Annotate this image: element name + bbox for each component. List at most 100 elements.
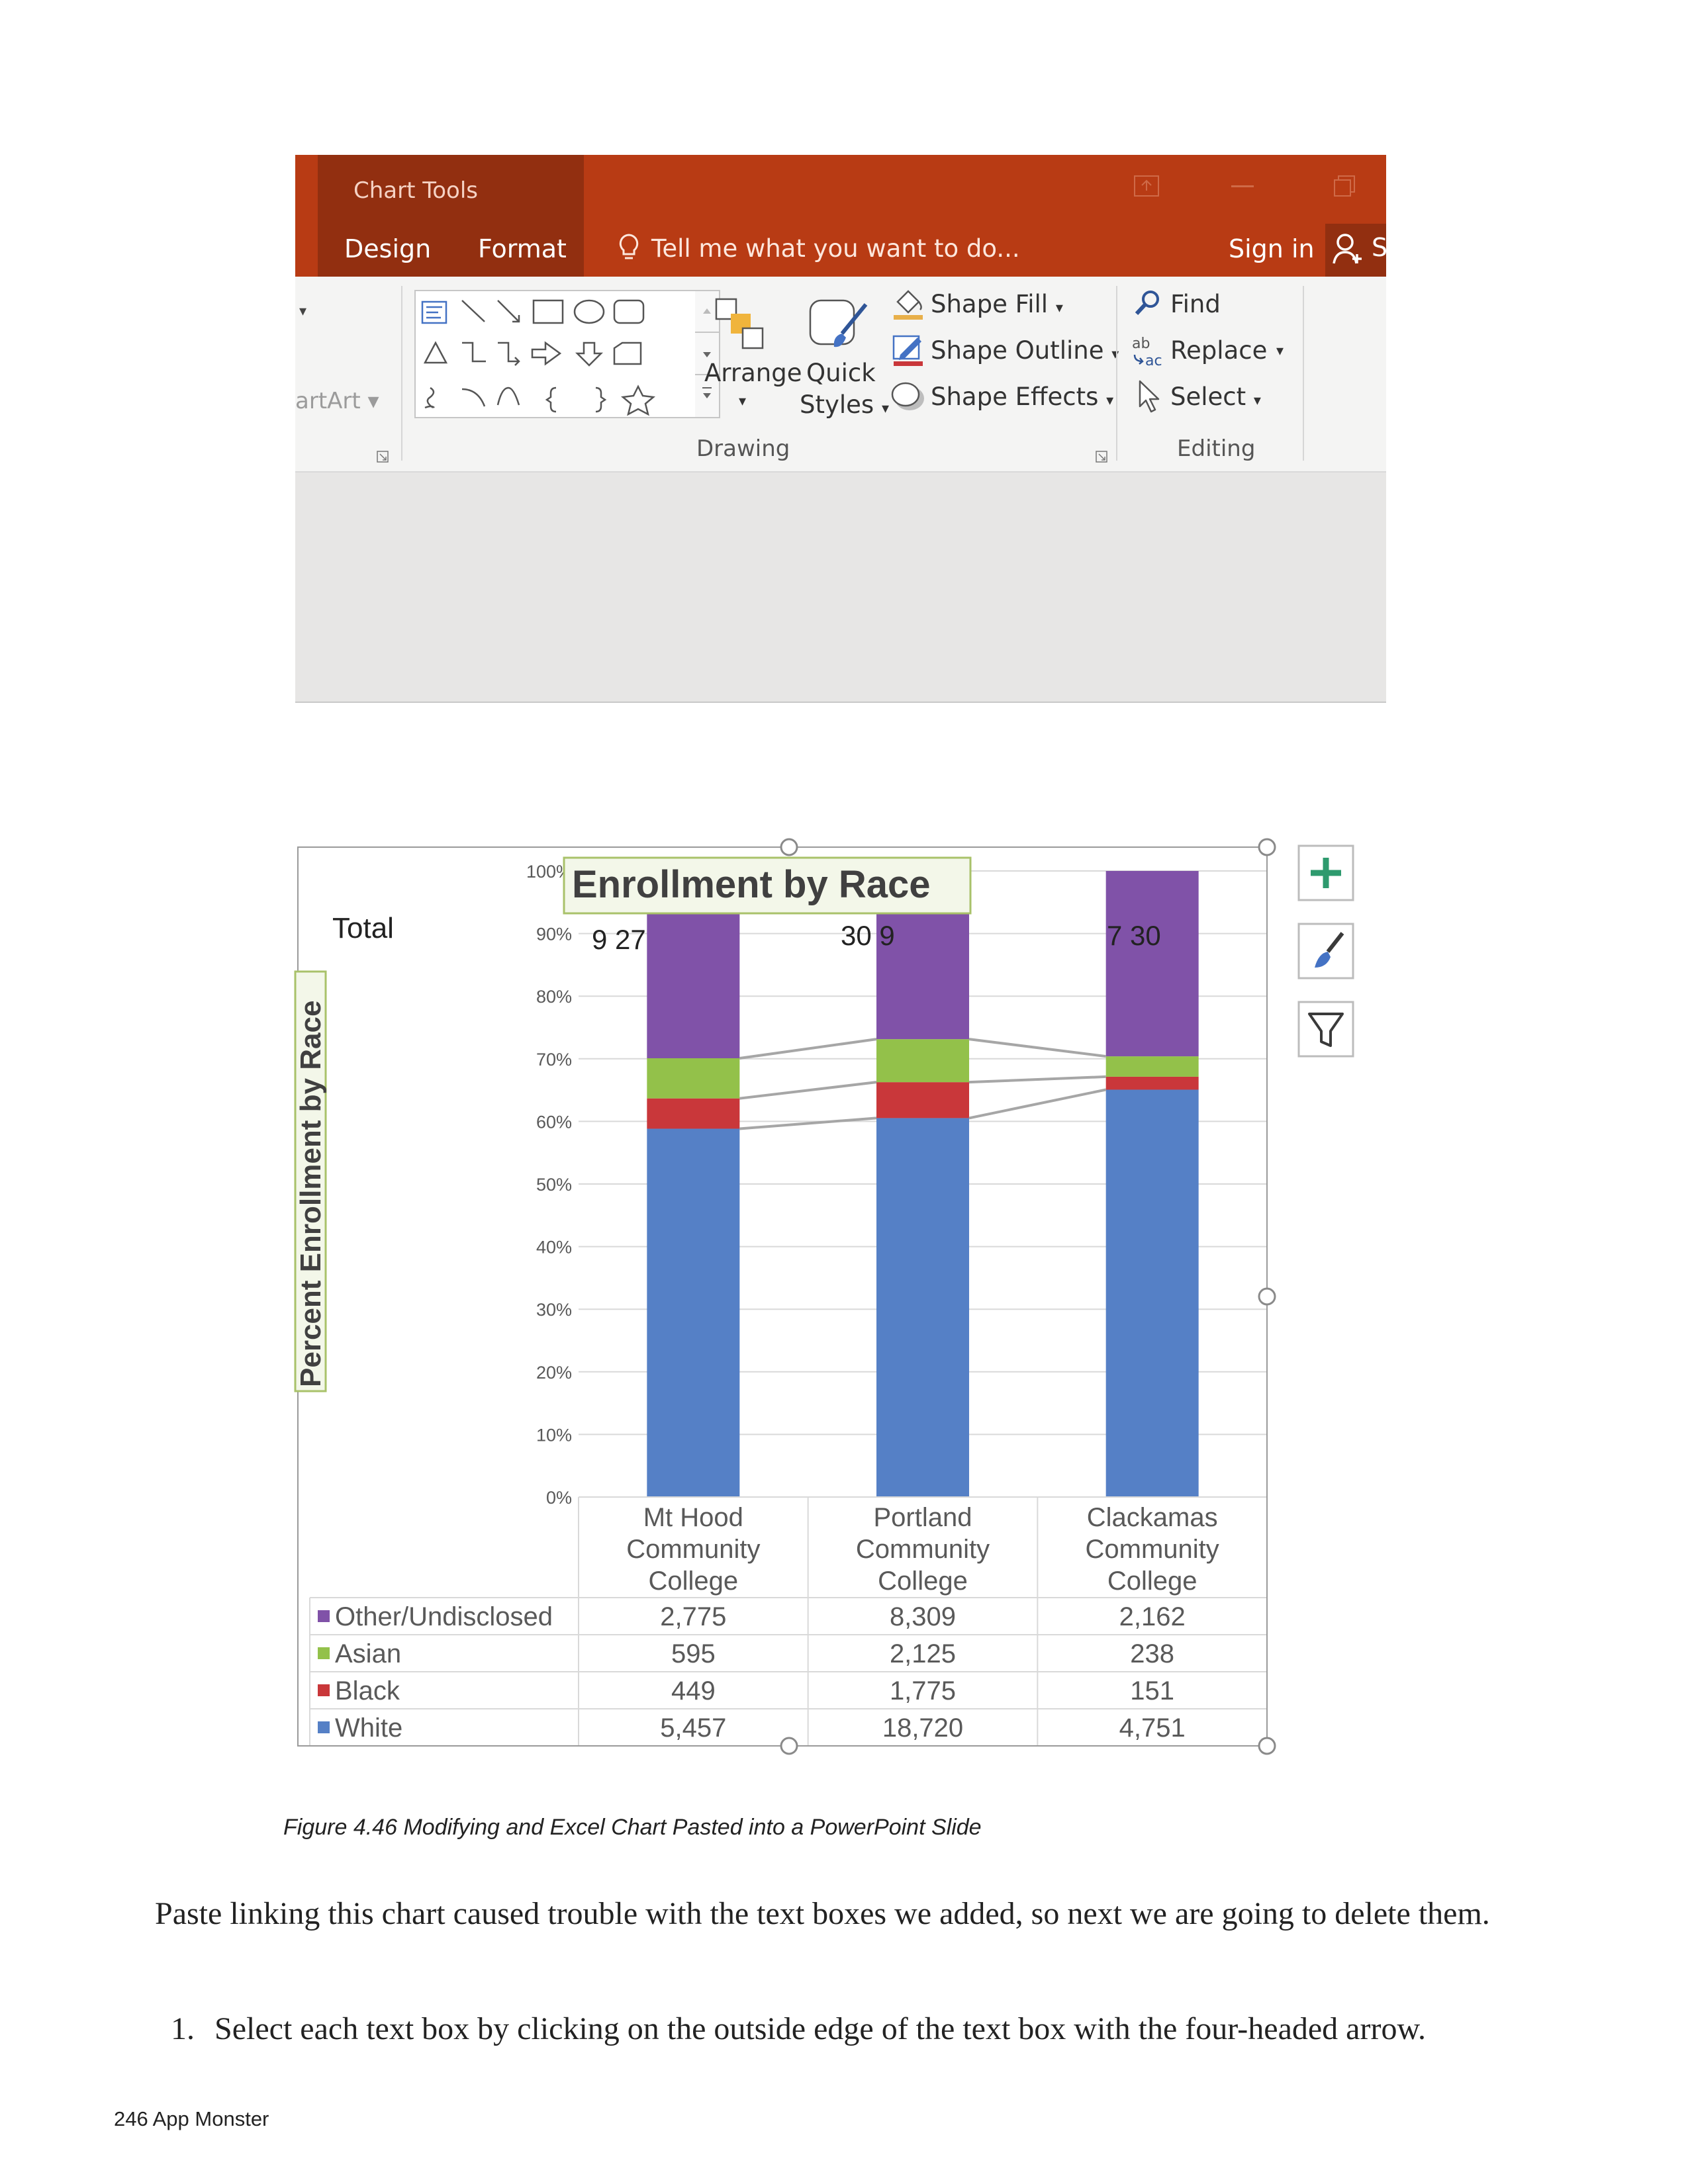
svg-text:ac: ac	[1145, 353, 1162, 368]
quick-styles-button-line2[interactable]: Styles ▾	[800, 390, 890, 419]
chart-title-box[interactable]	[563, 856, 972, 915]
series-line	[739, 1038, 877, 1060]
legend-key	[318, 1610, 330, 1622]
funnel-icon	[1308, 1013, 1344, 1047]
plus-icon	[1311, 858, 1341, 888]
drawing-group-label: Drawing	[696, 435, 790, 462]
step-text: Select each text box by clicking on the …	[214, 2011, 1426, 2046]
select-button[interactable]: Select ▾	[1170, 383, 1261, 411]
data-table-value: 238	[1130, 1639, 1174, 1668]
paint-bucket-icon[interactable]	[891, 287, 925, 320]
pencil-outline-icon[interactable]	[891, 334, 925, 367]
bar-segment	[876, 1118, 969, 1497]
lightbulb-icon	[619, 234, 639, 259]
series-line	[739, 1116, 877, 1130]
data-table-value: 449	[671, 1676, 716, 1706]
quick-styles-icon[interactable]	[808, 296, 870, 356]
chart-tools-label: Chart Tools	[353, 177, 478, 204]
shape-effects-button[interactable]: Shape Effects ▾	[931, 383, 1114, 411]
bar-segment	[876, 1082, 969, 1118]
series-lines	[739, 1038, 1107, 1130]
category-label: Community	[1086, 1535, 1219, 1564]
paintbrush-icon	[1326, 932, 1344, 953]
data-table-value: 2,125	[890, 1639, 956, 1668]
y-tick-label: 80%	[536, 987, 572, 1007]
magnifier-icon[interactable]	[1133, 289, 1162, 318]
legend-key	[318, 1647, 330, 1659]
shapes-gallery[interactable]	[414, 290, 698, 418]
y-axis-title-box[interactable]	[294, 970, 327, 1392]
resize-handle	[1258, 838, 1276, 856]
data-table-value: 1,775	[890, 1676, 956, 1706]
y-tick-label: 10%	[536, 1425, 572, 1445]
y-tick-label: 70%	[536, 1050, 572, 1069]
chevron-down-icon[interactable]: ▾	[299, 303, 307, 320]
shape-fill-button[interactable]: Shape Fill ▾	[931, 290, 1063, 318]
series-line	[739, 1081, 877, 1100]
chevron-down-icon[interactable]: ▾	[739, 393, 747, 410]
share-button[interactable]	[1325, 224, 1386, 277]
replace-button[interactable]: Replace	[1170, 336, 1268, 365]
y-tick-label: 50%	[536, 1175, 572, 1195]
shape-outline-button[interactable]: Shape Outline ▾	[931, 336, 1119, 365]
arrange-button[interactable]: Arrange	[704, 359, 802, 387]
tab-format[interactable]: Format	[478, 234, 567, 263]
category-label: Community	[626, 1535, 760, 1564]
chart-styles-button[interactable]	[1297, 923, 1354, 979]
chart-tools-context-band	[318, 155, 584, 277]
editing-group-label: Editing	[1177, 435, 1256, 462]
bar-segment	[1105, 1076, 1199, 1090]
chevron-down-icon[interactable]: ▾	[1276, 343, 1284, 359]
bar-segment	[647, 1098, 740, 1129]
y-tick-label: 90%	[536, 925, 572, 944]
y-tick-label: 30%	[536, 1300, 572, 1320]
ribbon-display-options-icon[interactable]	[1133, 175, 1160, 197]
y-axis-title[interactable]: Percent Enrollment by Race	[295, 1001, 327, 1387]
total-label: Total	[332, 912, 394, 944]
ribbon-body: ▾ artArt ▾	[295, 277, 1386, 473]
bar-segment	[1105, 871, 1199, 1057]
chart-filters-button[interactable]	[1297, 1001, 1354, 1058]
minimize-icon[interactable]	[1231, 185, 1254, 187]
tell-me-search[interactable]: Tell me what you want to do...	[651, 234, 1020, 263]
data-table: Mt Hood Community College Portland Community…	[309, 1496, 1268, 1747]
replace-icon[interactable]: ab ac	[1131, 335, 1169, 368]
data-table-value: 18,720	[882, 1713, 963, 1743]
sign-in-link[interactable]: Sign in	[1229, 234, 1315, 263]
wordart-styles-group-label: artArt ▾	[295, 388, 379, 414]
body-paragraph: Paste linking this chart caused trouble …	[155, 1896, 1490, 1931]
tab-design[interactable]: Design	[344, 234, 432, 263]
overlay-fragment-2: 30 9	[841, 920, 895, 951]
figure-caption: Figure 4.46 Modifying and Excel Chart Pa…	[283, 1815, 982, 1840]
svg-text:ab: ab	[1132, 336, 1150, 352]
find-button[interactable]: Find	[1170, 290, 1221, 318]
page-footer: 246 App Monster	[114, 2107, 269, 2130]
category-label: College	[1107, 1567, 1197, 1596]
data-table-value: 8,309	[890, 1602, 956, 1631]
data-table-value: 5,457	[660, 1713, 726, 1743]
restore-window-icon[interactable]	[1333, 175, 1356, 197]
chart-title[interactable]: Enrollment by Race	[572, 863, 930, 906]
enrollment-chart[interactable]: 0%10%20%30%40%50%60%70%80%90%100% Mt Hoo…	[291, 835, 1364, 1762]
category-label: College	[878, 1567, 968, 1596]
bar-segment	[647, 1128, 740, 1497]
bar-segment	[1105, 1056, 1199, 1077]
cursor-arrow-icon[interactable]	[1135, 379, 1164, 414]
series-line	[968, 1088, 1107, 1120]
category-label: College	[649, 1567, 739, 1596]
powerpoint-ribbon-screenshot: Chart Tools Design Format Tell me what y…	[295, 155, 1386, 703]
dialog-launcher-icon[interactable]	[376, 450, 389, 463]
legend-key	[318, 1684, 330, 1696]
resize-handle	[780, 838, 798, 856]
dialog-launcher-icon[interactable]	[1095, 450, 1108, 463]
arrange-icon[interactable]	[714, 296, 767, 352]
stacked-bars[interactable]	[647, 871, 1199, 1497]
category-label: Mt Hood	[643, 1503, 743, 1532]
chart-elements-button[interactable]	[1297, 844, 1354, 901]
quick-styles-button[interactable]: Quick	[806, 359, 876, 387]
y-tick-label: 40%	[536, 1238, 572, 1257]
group-separator	[1116, 286, 1117, 461]
data-table-value: 151	[1130, 1676, 1174, 1706]
category-label: Clackamas	[1087, 1503, 1218, 1532]
shape-effects-icon[interactable]	[891, 380, 925, 412]
